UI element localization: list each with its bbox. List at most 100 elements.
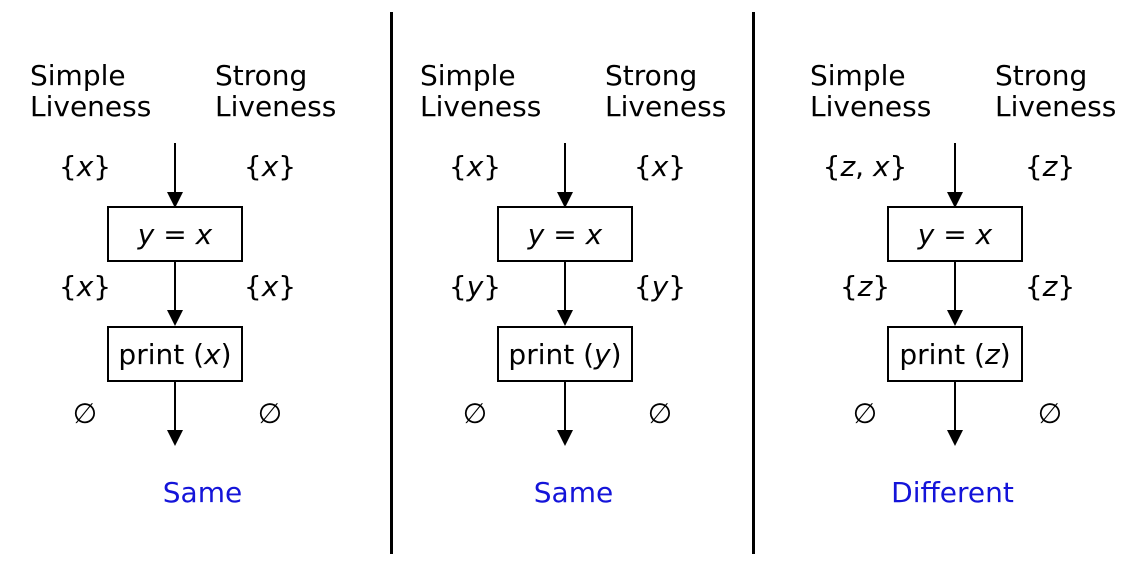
strong-liveness-set: ∅ xyxy=(258,397,282,430)
strong-liveness-set: ∅ xyxy=(1038,397,1062,430)
set-brace-open: { xyxy=(58,150,77,183)
strong-liveness-header-line: Strong xyxy=(215,59,308,92)
set-variable: x xyxy=(466,150,484,183)
flow-arrow-1 xyxy=(167,143,183,208)
set-brace-open: { xyxy=(58,270,77,303)
strong-liveness-header: Strong Liveness xyxy=(605,60,726,122)
assignment-node: y = x xyxy=(497,206,633,262)
assign-lhs: y xyxy=(137,217,155,251)
flow-arrow-1 xyxy=(557,143,573,208)
set-variable: z xyxy=(840,150,856,183)
panel-3: Simple Liveness Strong Liveness y = x print (… xyxy=(780,0,1125,562)
set-brace-close: } xyxy=(93,150,112,183)
simple-liveness-header-line: Simple xyxy=(810,59,906,92)
paren-close: ) xyxy=(610,337,622,371)
strong-liveness-header-line: Strong xyxy=(605,59,698,92)
set-brace-close: } xyxy=(1057,150,1076,183)
paren-close: ) xyxy=(999,337,1011,371)
set-brace-close: } xyxy=(93,270,112,303)
simple-liveness-set: ∅ xyxy=(463,397,487,430)
empty-set-symbol: ∅ xyxy=(257,397,283,430)
assign-rhs: x xyxy=(975,217,993,251)
simple-liveness-header: Simple Liveness xyxy=(420,60,541,122)
set-brace-open: { xyxy=(839,270,858,303)
print-argument: z xyxy=(984,337,1000,371)
flow-arrow-2 xyxy=(167,262,183,326)
verdict-label: Same xyxy=(162,476,243,509)
simple-liveness-header: Simple Liveness xyxy=(30,60,151,122)
paren-open: ( xyxy=(965,337,985,371)
print-function: print xyxy=(508,337,575,371)
set-variable: x xyxy=(261,270,279,303)
simple-liveness-header-line: Simple xyxy=(420,59,516,92)
panel-2: Simple Liveness Strong Liveness y = x print (… xyxy=(390,0,765,562)
empty-set-symbol: ∅ xyxy=(72,397,98,430)
set-variable: z xyxy=(1042,270,1058,303)
assign-lhs: y xyxy=(527,217,545,251)
simple-liveness-set: ∅ xyxy=(73,397,97,430)
empty-set-symbol: ∅ xyxy=(462,397,488,430)
paren-open: ( xyxy=(184,337,205,371)
print-function: print xyxy=(118,337,185,371)
set-brace-open: { xyxy=(448,150,467,183)
panel-1: Simple Liveness Strong Liveness y = x print (… xyxy=(0,0,375,562)
strong-liveness-set: {x} xyxy=(634,150,686,183)
strong-liveness-set: {z} xyxy=(1025,150,1075,183)
assign-operator: = xyxy=(544,217,586,251)
print-argument: y xyxy=(594,337,611,371)
assign-rhs: x xyxy=(585,217,603,251)
strong-liveness-set: ∅ xyxy=(648,397,672,430)
verdict-label: Different xyxy=(891,476,1014,509)
strong-liveness-set: {x} xyxy=(244,150,296,183)
strong-liveness-header: Strong Liveness xyxy=(995,60,1116,122)
set-brace-open: { xyxy=(1024,150,1043,183)
verdict-label: Same xyxy=(533,476,614,509)
set-brace-open: { xyxy=(243,270,262,303)
simple-liveness-set: ∅ xyxy=(853,397,877,430)
paren-open: ( xyxy=(574,337,595,371)
set-variable: x xyxy=(76,150,94,183)
set-brace-open: { xyxy=(448,270,467,303)
empty-set-symbol: ∅ xyxy=(647,397,673,430)
simple-liveness-set: {z} xyxy=(840,270,890,303)
set-variable: x xyxy=(872,150,890,183)
set-variable: x xyxy=(651,150,669,183)
print-argument: x xyxy=(204,337,221,371)
set-variable: z xyxy=(1042,150,1058,183)
set-brace-open: { xyxy=(1024,270,1043,303)
strong-liveness-set: {y} xyxy=(634,270,686,303)
set-brace-close: } xyxy=(872,270,891,303)
flow-arrow-3 xyxy=(947,382,963,446)
assign-operator: = xyxy=(154,217,196,251)
set-brace-close: } xyxy=(278,270,297,303)
assign-rhs: x xyxy=(195,217,213,251)
strong-liveness-header-line: Liveness xyxy=(605,90,727,123)
set-brace-open: { xyxy=(822,150,841,183)
set-brace-close: } xyxy=(483,150,502,183)
set-brace-open: { xyxy=(243,150,262,183)
simple-liveness-set: {y} xyxy=(449,270,501,303)
strong-liveness-header-line: Liveness xyxy=(215,90,337,123)
paren-close: ) xyxy=(220,337,232,371)
simple-liveness-header-line: Liveness xyxy=(420,90,542,123)
simple-liveness-header-line: Simple xyxy=(30,59,126,92)
assign-lhs: y xyxy=(917,217,935,251)
flow-arrow-2 xyxy=(947,262,963,326)
simple-liveness-set: {x} xyxy=(59,150,111,183)
empty-set-symbol: ∅ xyxy=(852,397,878,430)
strong-liveness-header: Strong Liveness xyxy=(215,60,336,122)
set-brace-close: } xyxy=(668,150,687,183)
flow-arrow-1 xyxy=(947,143,963,208)
set-variable: x xyxy=(261,150,279,183)
strong-liveness-set: {z} xyxy=(1025,270,1075,303)
set-brace-open: { xyxy=(633,270,652,303)
strong-liveness-header-line: Strong xyxy=(995,59,1088,92)
print-function: print xyxy=(899,337,966,371)
print-node: print (y) xyxy=(497,326,633,382)
flow-arrow-3 xyxy=(167,382,183,446)
simple-liveness-set: {x} xyxy=(449,150,501,183)
set-brace-close: } xyxy=(668,270,687,303)
flow-arrow-2 xyxy=(557,262,573,326)
set-variable: x xyxy=(76,270,94,303)
simple-liveness-header-line: Liveness xyxy=(810,90,932,123)
